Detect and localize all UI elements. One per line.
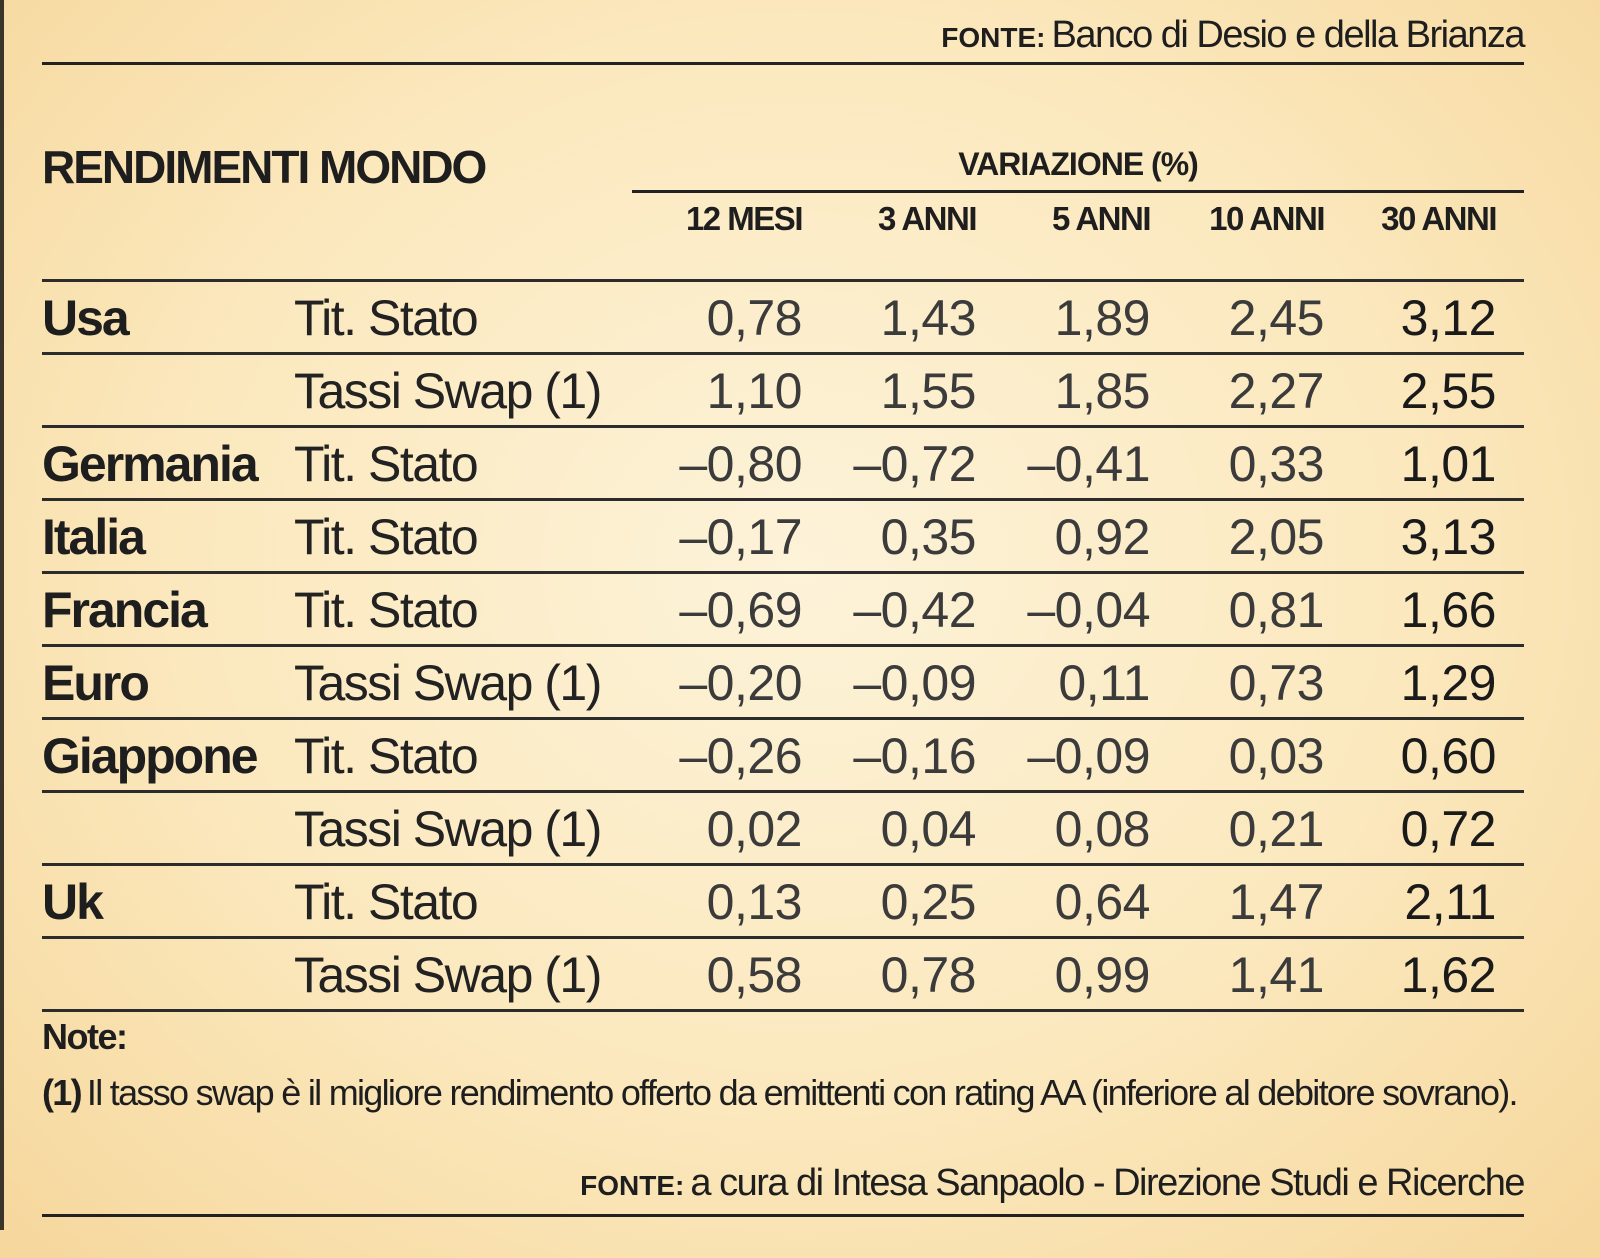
- row-value: 0,99: [1054, 947, 1151, 1003]
- row-value: 1,10: [706, 363, 803, 419]
- row-value: 2,11: [1404, 874, 1496, 930]
- row-value: –0,80: [679, 436, 802, 492]
- row-value: 0,78: [880, 947, 977, 1003]
- row-value: 1,41: [1228, 947, 1325, 1003]
- row-country: Francia: [42, 582, 208, 638]
- group-header: VARIAZIONE (%): [958, 146, 1199, 182]
- row-value: 1,29: [1400, 655, 1497, 711]
- row-country: Uk: [42, 874, 104, 930]
- note-1: (1) Il tasso swap è il migliore rendiment…: [42, 1068, 1532, 1118]
- table-row: Tassi Swap (1) 1,10 1,55 1,85 2,27 2,55: [42, 352, 1524, 425]
- row-value: 1,62: [1400, 947, 1497, 1003]
- row-value: 1,43: [880, 290, 977, 346]
- row-value: 0,73: [1228, 655, 1325, 711]
- row-value: 0,11: [1058, 655, 1150, 711]
- row-value: 0,02: [706, 801, 803, 857]
- row-value: 0,25: [880, 874, 977, 930]
- table-row: Euro Tassi Swap (1) –0,20 –0,09 0,11 0,73 1,29: [42, 644, 1524, 717]
- yields-table: Usa Tit. Stato 0,78 1,43 1,89 2,45 3,12 Tassi S…: [42, 279, 1524, 1012]
- bottom-divider: [42, 1214, 1524, 1217]
- source-bottom-text: a cura di Intesa Sanpaolo - Direzione St…: [690, 1162, 1525, 1204]
- source-top-text: Banco di Desio e della Brianza: [1051, 14, 1525, 56]
- row-instrument: Tit. Stato: [294, 436, 479, 492]
- row-value: 0,64: [1054, 874, 1151, 930]
- row-value: 2,27: [1228, 363, 1325, 419]
- column-header-12-mesi: 12 MESI: [685, 200, 804, 237]
- source-bottom-label: FONTE:: [580, 1170, 685, 1201]
- table-row: Tassi Swap (1) 0,02 0,04 0,08 0,21 0,72: [42, 790, 1524, 863]
- source-top: FONTE: Banco di Desio e della Brianza: [941, 14, 1525, 57]
- row-value: 0,33: [1228, 436, 1325, 492]
- row-instrument: Tassi Swap (1): [294, 947, 602, 1003]
- row-value: –0,20: [679, 655, 802, 711]
- row-value: 1,85: [1054, 363, 1151, 419]
- table-row: Francia Tit. Stato –0,69 –0,42 –0,04 0,81 1,66: [42, 571, 1524, 644]
- table-row: Germania Tit. Stato –0,80 –0,72 –0,41 0,33 1,0…: [42, 425, 1524, 498]
- row-value: 0,35: [880, 509, 977, 565]
- row-value: 0,92: [1054, 509, 1151, 565]
- row-country: Usa: [42, 290, 130, 346]
- row-value: 0,03: [1228, 728, 1325, 784]
- row-value: 1,55: [880, 363, 977, 419]
- row-value: 2,05: [1228, 509, 1325, 565]
- row-value: 2,55: [1400, 363, 1497, 419]
- row-value: 0,08: [1054, 801, 1151, 857]
- notes-title: Note:: [42, 1016, 128, 1057]
- row-value: 0,60: [1400, 728, 1497, 784]
- row-value: 3,12: [1400, 290, 1497, 346]
- table-row: Tassi Swap (1) 0,58 0,78 0,99 1,41 1,62: [42, 936, 1524, 1012]
- row-value: –0,72: [853, 436, 976, 492]
- row-country: Giappone: [42, 728, 259, 784]
- row-value: –0,17: [679, 509, 802, 565]
- row-value: 0,04: [880, 801, 977, 857]
- row-value: 3,13: [1400, 509, 1497, 565]
- row-instrument: Tit. Stato: [294, 509, 479, 565]
- column-header-5-anni: 5 ANNI: [1052, 200, 1151, 237]
- row-instrument: Tit. Stato: [294, 728, 479, 784]
- row-instrument: Tit. Stato: [294, 290, 479, 346]
- group-header-rule: [632, 190, 1524, 193]
- row-value: –0,42: [853, 582, 976, 638]
- row-country: Italia: [42, 509, 146, 565]
- source-bottom: FONTE: a cura di Intesa Sanpaolo - Direzi…: [580, 1162, 1525, 1205]
- row-value: 0,72: [1400, 801, 1497, 857]
- row-value: –0,69: [679, 582, 802, 638]
- note-marker: (1): [42, 1072, 83, 1113]
- row-instrument: Tit. Stato: [294, 582, 479, 638]
- column-header-3-anni: 3 ANNI: [878, 200, 977, 237]
- column-header-10-anni: 10 ANNI: [1209, 200, 1325, 237]
- row-instrument: Tassi Swap (1): [294, 363, 602, 419]
- page-edge-line: [0, 0, 4, 1230]
- row-value: –0,04: [1027, 582, 1150, 638]
- source-top-label: FONTE:: [941, 22, 1046, 53]
- note-text: Il tasso swap è il migliore rendimento o…: [86, 1072, 1519, 1113]
- row-instrument: Tit. Stato: [294, 874, 479, 930]
- row-value: –0,41: [1027, 436, 1150, 492]
- row-value: 0,58: [706, 947, 803, 1003]
- table-row: Usa Tit. Stato 0,78 1,43 1,89 2,45 3,12: [42, 279, 1524, 352]
- row-country: Germania: [42, 436, 259, 492]
- row-value: –0,09: [853, 655, 976, 711]
- row-value: 1,47: [1228, 874, 1325, 930]
- column-header-30-anni: 30 ANNI: [1381, 200, 1497, 237]
- top-divider: [42, 62, 1524, 65]
- row-value: –0,26: [679, 728, 802, 784]
- row-value: –0,16: [853, 728, 976, 784]
- row-country: Euro: [42, 655, 150, 711]
- row-value: –0,09: [1027, 728, 1150, 784]
- row-value: 1,66: [1400, 582, 1497, 638]
- row-value: 2,45: [1228, 290, 1325, 346]
- row-value: 0,13: [706, 874, 803, 930]
- table-row: Giappone Tit. Stato –0,26 –0,16 –0,09 0,03 0,6…: [42, 717, 1524, 790]
- row-value: 0,21: [1228, 801, 1325, 857]
- row-instrument: Tassi Swap (1): [294, 655, 602, 711]
- table-row: Uk Tit. Stato 0,13 0,25 0,64 1,47 2,11: [42, 863, 1524, 936]
- row-value: 1,01: [1400, 436, 1497, 492]
- row-value: 0,81: [1228, 582, 1325, 638]
- row-value: 0,78: [706, 290, 803, 346]
- row-instrument: Tassi Swap (1): [294, 801, 602, 857]
- row-value: 1,89: [1054, 290, 1151, 346]
- table-row: Italia Tit. Stato –0,17 0,35 0,92 2,05 3,13: [42, 498, 1524, 571]
- table-title: RENDIMENTI MONDO: [42, 141, 487, 193]
